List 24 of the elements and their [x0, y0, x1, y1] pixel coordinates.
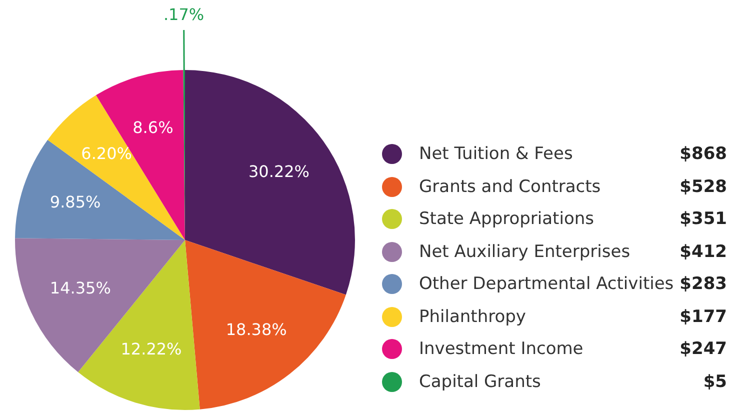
data-label: 12.22% — [120, 340, 182, 359]
text: $247 — [680, 339, 727, 360]
text: $5 — [703, 372, 727, 392]
legend-label: Capital Grants — [419, 372, 542, 392]
text: $283 — [680, 274, 727, 294]
data-label: 6.20% — [81, 144, 132, 164]
legend-label: Grants and Contracts — [419, 176, 602, 197]
text: $528 — [680, 176, 727, 197]
legend-label: State Appropriations — [419, 209, 595, 230]
legend-label: Philanthropy — [419, 306, 527, 327]
legend-label: Other Departmental Activities — [419, 274, 675, 294]
text: $177 — [680, 306, 727, 327]
text: $412 — [680, 242, 727, 262]
data-label: 9.85% — [50, 192, 101, 212]
legend-label: Net Auxiliary Enterprises — [419, 242, 632, 262]
data-label: .17% — [163, 5, 204, 24]
legend-label: Net Tuition & Fees — [419, 144, 574, 164]
text: $868 — [680, 144, 727, 164]
data-label: 8.6% — [132, 118, 174, 138]
data-label: 14.35% — [50, 278, 111, 298]
data-label: 30.22% — [248, 162, 310, 181]
legend-label: Investment Income — [419, 339, 584, 360]
text: $351 — [680, 209, 727, 230]
data-label: 18.38% — [226, 320, 287, 340]
